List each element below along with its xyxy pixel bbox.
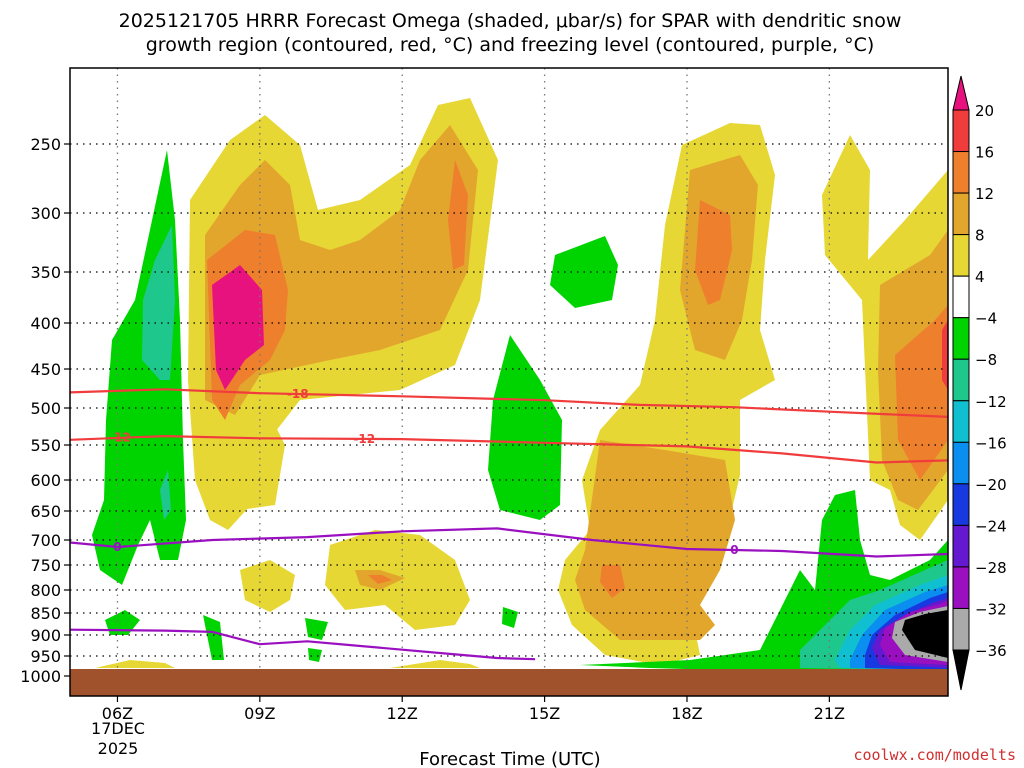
colorbar-swatch-9 [952,441,970,485]
x-tick-09Z: 09Z [244,704,275,723]
omega-region-descent-column [488,335,562,520]
colorbar-label-13: −36 [975,642,1007,660]
contour-lines: -18 -12 -12 0 0 [70,387,948,661]
omega-region-ascent-far-right [822,135,948,540]
contour-label-dgz-top: -18 [287,387,309,401]
colorbar-swatch-10 [952,483,970,526]
colorbar-swatch-4 [952,234,970,277]
y-tick-650: 650 [30,502,61,521]
contour-dgz-bottom [70,435,948,464]
watermark: coolwx.com/modelts [853,746,1016,764]
y-tick-600: 600 [30,471,61,490]
chart-title-line2: growth region (contoured, red, °C) and f… [146,34,875,56]
contour-freezing-level-low [70,628,536,661]
y-tick-400: 400 [30,314,61,333]
y-tick-500: 500 [30,399,61,418]
plot-frame [69,67,949,697]
x-tick-12Z: 12Z [387,704,418,723]
contour-freezing-level [70,527,948,558]
colorbar-label-2: 12 [975,185,994,203]
contour-label-dgz-bottom-2: -12 [353,432,375,446]
x-tick-06Z: 06Z [102,704,133,723]
colorbar-bottom-arrow [952,649,970,691]
colorbar-label-1: 16 [975,144,994,162]
y-tick-1000: 1000 [20,667,61,686]
colorbar-swatch-5 [952,275,970,319]
colorbar-label-11: −28 [975,559,1007,577]
contour-label-freezing-2: 0 [730,543,738,557]
y-tick-450: 450 [30,360,61,379]
x-axis: 06Z 09Z 12Z 15Z 18Z 21Z [102,696,845,723]
omega-region-ascent-surface [95,660,175,668]
y-tick-700: 700 [30,531,61,550]
y-tick-850: 850 [30,604,61,623]
x-axis-label: Forecast Time (UTC) [419,749,600,768]
y-tick-350: 350 [30,263,61,282]
colorbar-label-0: 20 [975,102,994,120]
colorbar-swatch-7 [952,358,970,402]
colorbar-label-5: −4 [975,310,997,328]
colorbar-label-9: −20 [975,476,1007,494]
colorbar: 20 16 12 8 4 −4 −8 −12 −16 −20 −24 −28 −32 −36 [952,75,1007,691]
y-tick-900: 900 [30,626,61,645]
date-label-day: 17DEC [91,719,145,738]
x-tick-18Z: 18Z [671,704,702,723]
colorbar-swatch-6 [952,317,970,360]
omega-region-ascent-right [558,123,775,665]
colorbar-swatch-1 [952,109,970,153]
date-label-year: 2025 [98,739,139,758]
y-tick-950: 950 [30,647,61,666]
colorbar-label-3: 8 [975,227,985,245]
chart-title-line1: 2025121705 HRRR Forecast Omega (shaded, … [119,10,902,32]
contour-label-dgz-bottom-1: -12 [109,431,131,445]
colorbar-swatch-11 [952,524,970,568]
contour-label-freezing-1: 0 [113,540,121,554]
colorbar-swatch-3 [952,192,970,236]
colorbar-label-4: 4 [975,268,985,286]
y-axis: 250 300 350 400 450 500 550 600 650 700 750 800 850 9… [20,135,70,686]
omega-region-ascent-main [188,98,498,530]
y-tick-800: 800 [30,581,61,600]
colorbar-label-6: −8 [975,351,997,369]
colorbar-label-12: −32 [975,600,1007,618]
grid-lines [70,68,948,696]
colorbar-swatch-12 [952,566,970,609]
colorbar-top-arrow [952,75,970,111]
y-tick-550: 550 [30,436,61,455]
y-tick-300: 300 [30,204,61,223]
y-tick-750: 750 [30,556,61,575]
plot-area: -18 -12 -12 0 0 [70,68,948,696]
colorbar-label-8: −16 [975,434,1007,452]
y-tick-250: 250 [30,135,61,154]
contour-dgz-top [70,388,948,418]
omega-region-ascent-low [240,530,470,630]
omega-region-descent-bottom-right [580,490,948,670]
x-tick-21Z: 21Z [814,704,845,723]
colorbar-label-7: −12 [975,393,1007,411]
ground-fill [70,669,948,696]
colorbar-label-10: −24 [975,517,1007,535]
colorbar-swatch-2 [952,151,970,194]
colorbar-swatch-13 [952,607,970,651]
x-tick-15Z: 15Z [529,704,560,723]
colorbar-swatch-8 [952,400,970,443]
